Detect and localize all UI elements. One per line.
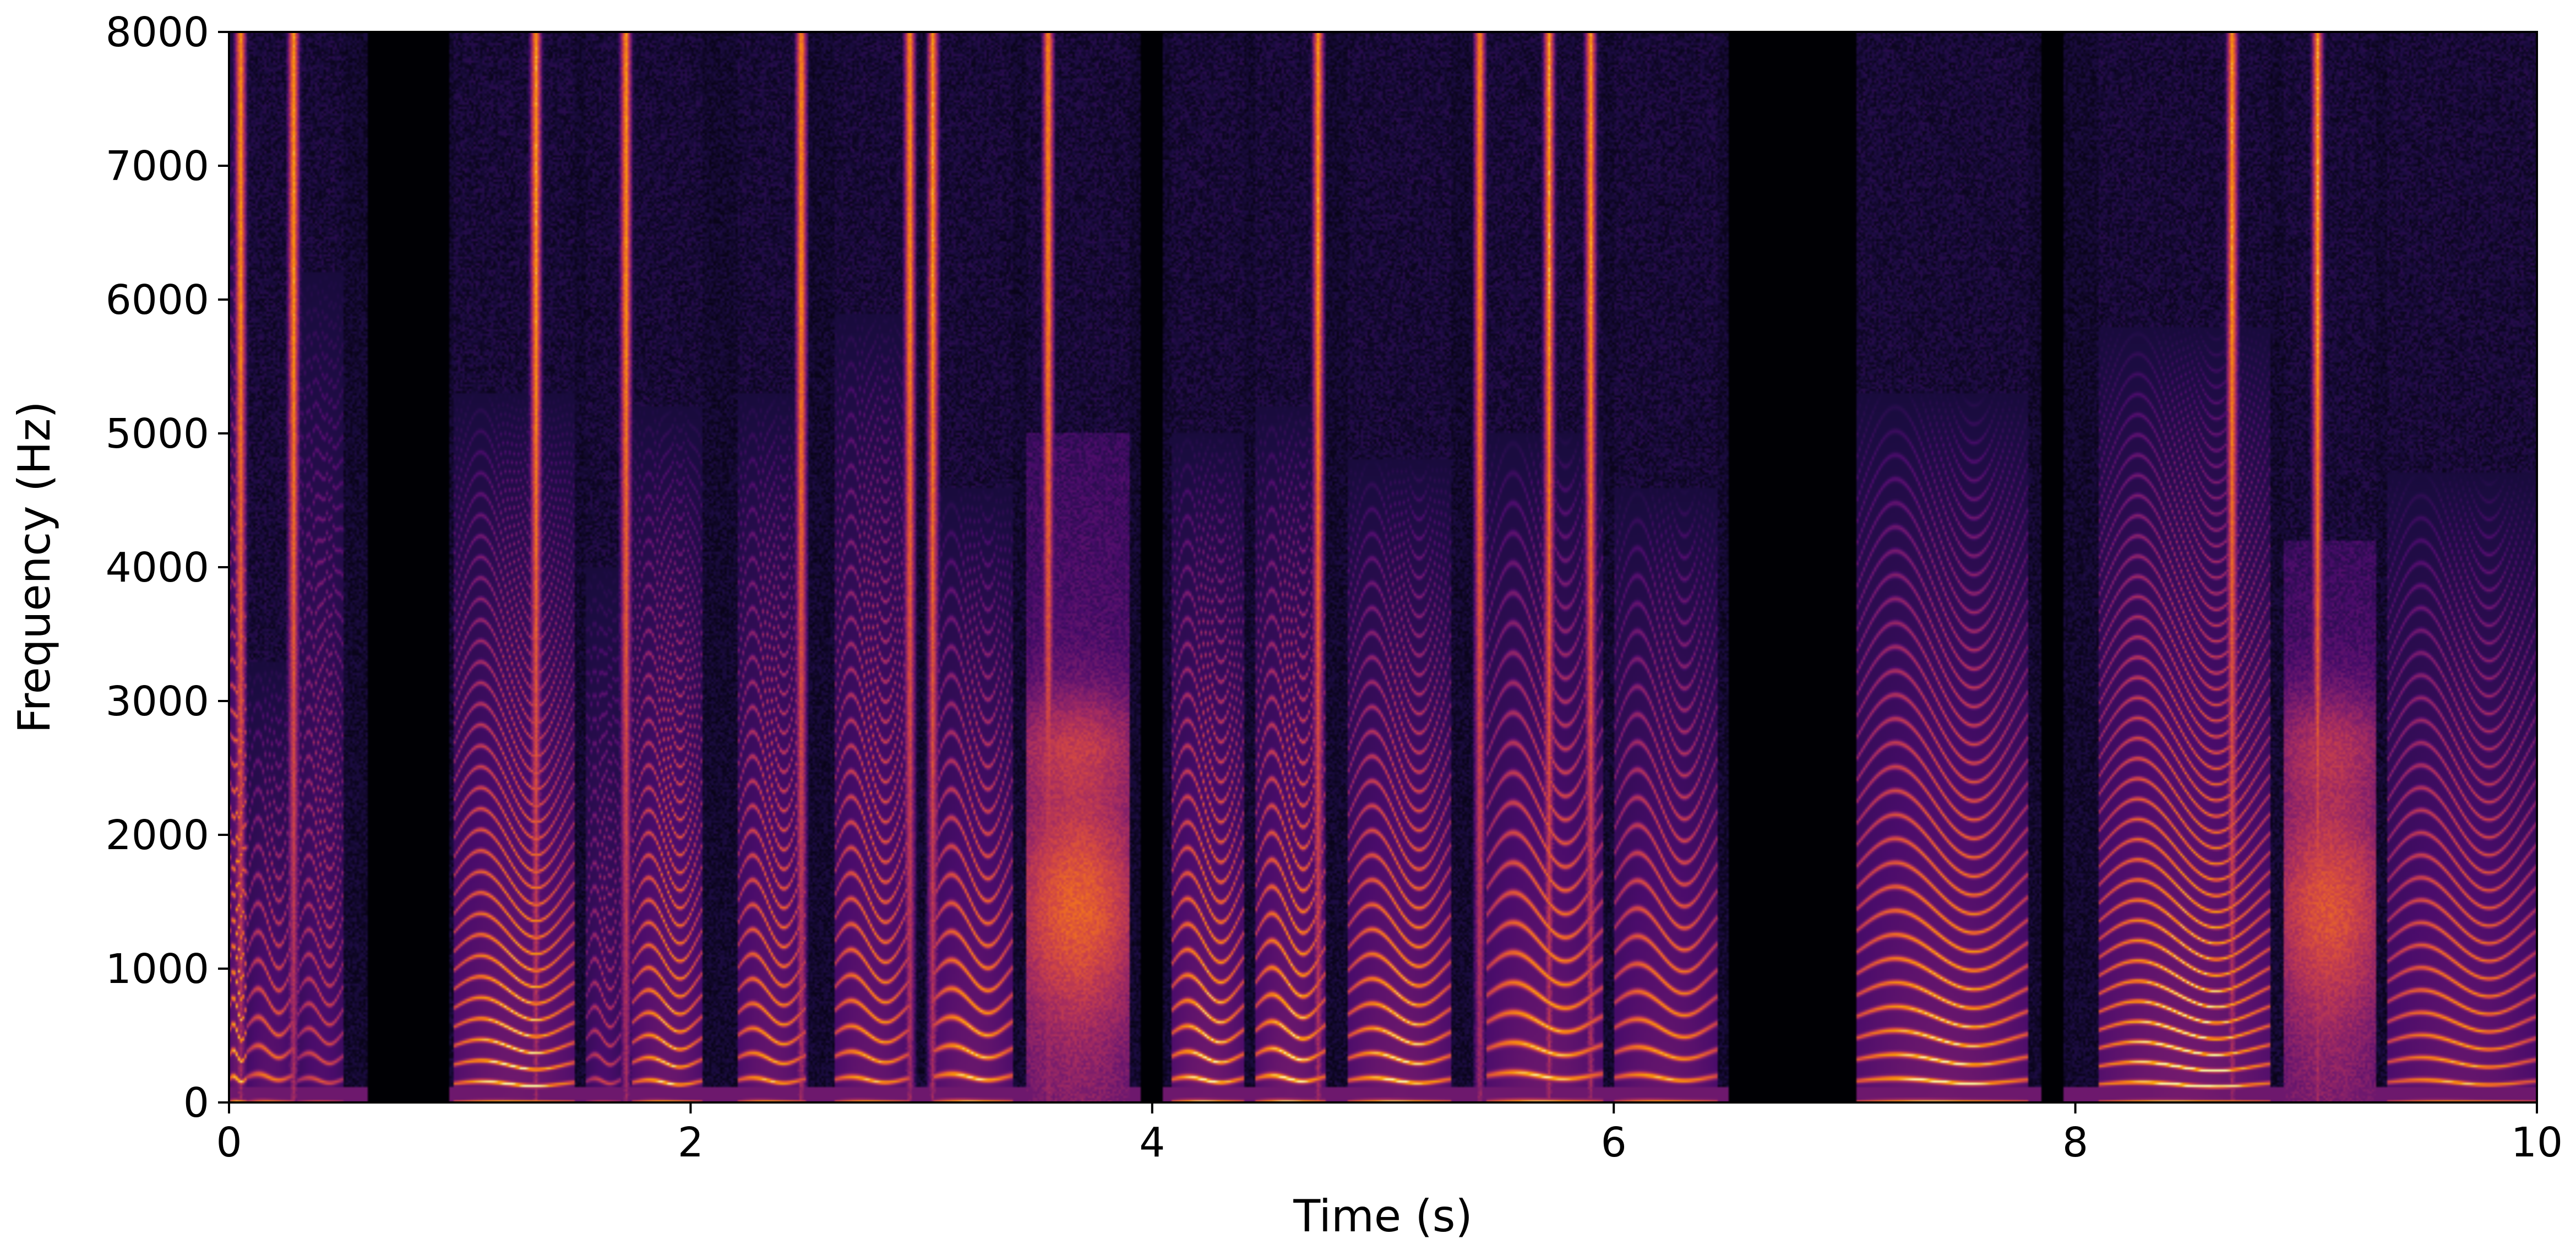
spectrogram-image <box>229 32 2537 1102</box>
x-tick-label: 8 <box>2062 1119 2088 1166</box>
x-axis: 0 2 4 6 8 10 <box>216 1102 2563 1166</box>
y-tick-label: 8000 <box>106 9 209 56</box>
y-axis-label: Frequency (Hz) <box>9 401 60 733</box>
y-axis: 0 1000 2000 3000 4000 5000 6000 7000 8000 <box>106 9 229 1127</box>
y-tick-label: 3000 <box>106 678 209 725</box>
y-tick-label: 7000 <box>106 143 209 190</box>
x-tick-label: 6 <box>1601 1119 1627 1166</box>
y-tick-label: 2000 <box>106 812 209 859</box>
x-tick-label: 0 <box>216 1119 242 1166</box>
y-tick-label: 4000 <box>106 544 209 591</box>
x-tick-label: 2 <box>678 1119 704 1166</box>
y-tick-label: 5000 <box>106 410 209 458</box>
y-tick-label: 0 <box>183 1079 209 1127</box>
x-tick-label: 10 <box>2511 1119 2563 1166</box>
y-tick-label: 6000 <box>106 276 209 324</box>
x-tick-label: 4 <box>1139 1119 1165 1166</box>
plot-area <box>228 31 2538 1104</box>
y-tick-label: 1000 <box>106 946 209 993</box>
x-axis-label: Time (s) <box>1293 1191 1472 1242</box>
